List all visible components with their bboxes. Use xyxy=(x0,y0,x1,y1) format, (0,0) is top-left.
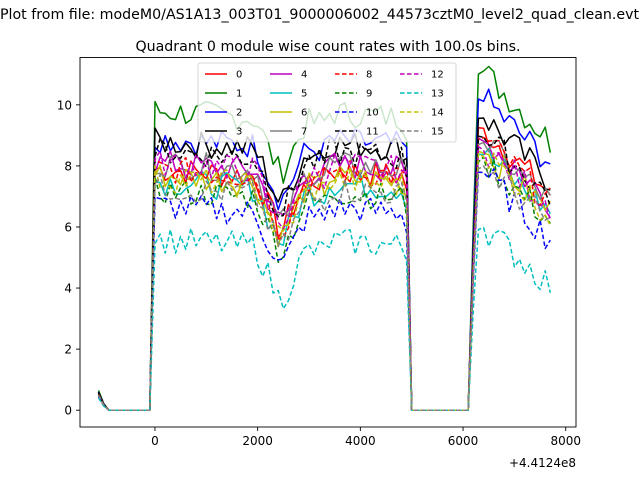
axes-frame xyxy=(79,57,577,428)
x-tick-label: 2000 xyxy=(242,434,273,448)
y-tick-label: 4 xyxy=(64,282,72,296)
legend-label-1: 1 xyxy=(236,89,242,100)
legend-label-5: 5 xyxy=(301,89,307,100)
y-tick-label: 6 xyxy=(64,220,72,234)
legend-label-9: 9 xyxy=(366,89,372,100)
legend-label-2: 2 xyxy=(236,108,242,119)
legend-label-6: 6 xyxy=(301,108,307,119)
x-tick-label: 6000 xyxy=(448,434,479,448)
legend-label-12: 12 xyxy=(431,70,444,81)
legend-label-15: 15 xyxy=(431,127,444,138)
x-axis-offset-label: +4.4124e8 xyxy=(509,456,576,470)
y-tick-label: 2 xyxy=(64,343,72,357)
series-line-12 xyxy=(97,145,552,411)
y-tick-label: 8 xyxy=(64,159,72,173)
x-tick-label: 8000 xyxy=(550,434,581,448)
legend-label-7: 7 xyxy=(301,127,307,138)
series-line-9 xyxy=(97,156,551,411)
legend-label-11: 11 xyxy=(366,127,379,138)
series-line-10 xyxy=(97,168,551,411)
legend-label-8: 8 xyxy=(366,70,372,81)
chart-title: Quadrant 0 module wise count rates with … xyxy=(135,39,520,55)
x-tick-label: 4000 xyxy=(345,434,376,448)
series-line-13 xyxy=(97,226,552,411)
legend-label-4: 4 xyxy=(301,70,307,81)
series-line-8 xyxy=(97,136,551,411)
x-tick-label: 0 xyxy=(151,434,159,448)
legend-label-0: 0 xyxy=(236,70,242,81)
x-axis: 0 2000 4000 6000 8000 xyxy=(151,427,581,448)
y-tick-label: 0 xyxy=(64,404,72,418)
y-axis: 0 2 4 6 8 10 xyxy=(57,98,80,418)
y-tick-label: 10 xyxy=(57,98,72,112)
legend-label-14: 14 xyxy=(431,108,444,119)
legend-label-3: 3 xyxy=(236,127,242,138)
legend-label-13: 13 xyxy=(431,89,444,100)
legend-box xyxy=(197,62,457,143)
series-line-15 xyxy=(97,165,551,411)
legend-label-10: 10 xyxy=(366,108,379,119)
figure-suptitle: Plot from file: modeM0/AS1A13_003T01_900… xyxy=(0,7,640,23)
